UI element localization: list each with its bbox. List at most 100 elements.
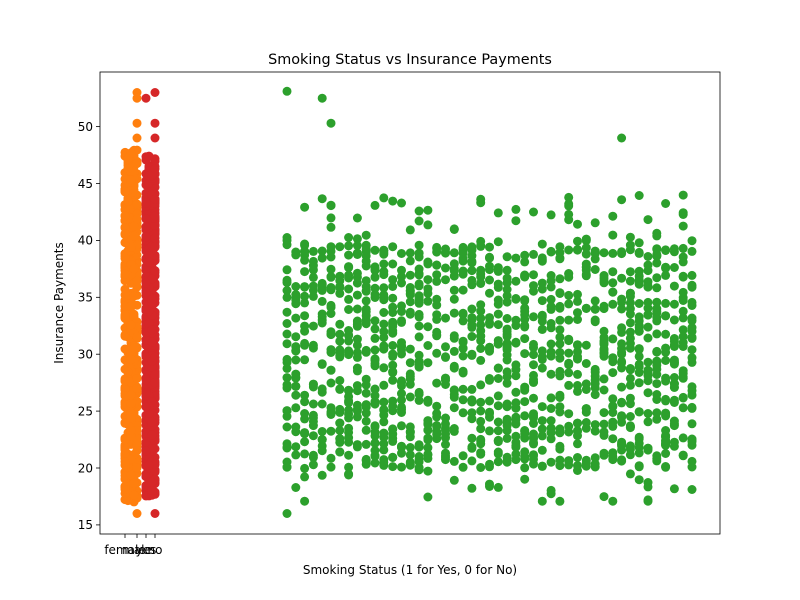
point-green <box>467 384 477 394</box>
point-green <box>546 282 556 292</box>
x-tick-label: yes <box>136 543 157 557</box>
point-green <box>546 276 556 286</box>
point-green <box>608 357 618 367</box>
point-green <box>511 216 521 226</box>
point-green <box>617 417 627 427</box>
point-sex <box>132 332 142 342</box>
point-green <box>467 433 477 443</box>
point-green <box>414 281 424 291</box>
point-green <box>423 275 433 285</box>
point-green <box>449 259 459 269</box>
point-green <box>282 509 292 518</box>
point-green <box>449 331 459 341</box>
point-green <box>529 451 538 461</box>
point-green <box>458 337 468 347</box>
point-green <box>397 307 406 316</box>
point-green <box>634 299 644 308</box>
point-sex <box>132 446 142 456</box>
point-green <box>405 283 415 292</box>
point-green <box>308 421 318 431</box>
point-green <box>326 303 336 312</box>
point-green <box>546 369 556 379</box>
point-green <box>485 288 494 298</box>
point-smoker <box>147 295 157 305</box>
point-green <box>441 455 450 465</box>
point-green <box>423 296 433 306</box>
point-green <box>388 368 398 378</box>
point-green <box>282 339 292 349</box>
point-green <box>282 329 292 339</box>
point-green <box>661 298 671 308</box>
point-green <box>370 245 380 255</box>
point-smoker <box>150 88 160 97</box>
point-green <box>370 399 380 409</box>
point-green <box>291 427 301 437</box>
point-green <box>441 373 450 383</box>
point-green <box>441 263 450 273</box>
point-green <box>352 241 362 250</box>
point-green <box>476 434 486 444</box>
point-green <box>388 436 398 446</box>
point-green <box>625 421 635 431</box>
point-green <box>652 347 662 357</box>
point-green <box>529 429 538 439</box>
point-green <box>537 296 547 306</box>
point-green <box>370 384 380 394</box>
point-green <box>344 241 354 251</box>
point-green <box>652 395 662 404</box>
point-green <box>397 265 406 275</box>
point-green <box>370 451 380 461</box>
point-green <box>344 294 354 304</box>
point-green <box>300 355 310 365</box>
point-green <box>379 193 389 203</box>
point-green <box>643 281 653 291</box>
point-green <box>449 385 459 395</box>
point-green <box>537 253 547 263</box>
point-sex <box>129 221 139 231</box>
point-green <box>352 386 362 396</box>
point-green <box>476 448 486 458</box>
point-green <box>608 299 618 309</box>
point-green <box>300 397 310 407</box>
point-sex <box>120 211 130 221</box>
point-green <box>308 321 318 331</box>
point-green <box>458 366 468 376</box>
point-green <box>414 216 424 226</box>
point-green <box>388 341 398 350</box>
point-green <box>476 355 486 365</box>
point-green <box>414 264 424 274</box>
point-green <box>388 196 398 206</box>
point-sex <box>126 320 136 330</box>
point-green <box>573 461 582 471</box>
point-green <box>379 405 389 415</box>
point-green <box>661 356 671 365</box>
point-green <box>652 283 662 293</box>
point-green <box>414 312 424 322</box>
point-green <box>388 293 398 303</box>
point-green <box>678 372 688 382</box>
point-green <box>467 456 477 466</box>
point-green <box>529 370 538 380</box>
point-green <box>467 280 477 290</box>
point-green <box>625 365 635 375</box>
point-green <box>625 318 635 328</box>
point-green <box>502 265 512 275</box>
point-green <box>573 236 582 246</box>
point-smoker <box>141 446 151 456</box>
point-green <box>476 406 486 416</box>
point-green <box>643 478 653 487</box>
point-green <box>432 310 442 320</box>
point-green <box>555 424 565 434</box>
point-green <box>335 418 345 428</box>
point-green <box>643 357 653 367</box>
point-green <box>388 424 398 434</box>
point-green <box>317 399 327 409</box>
point-green <box>564 421 574 431</box>
point-green <box>599 492 609 502</box>
point-green <box>282 292 292 302</box>
point-green <box>555 353 565 363</box>
point-green <box>458 408 468 418</box>
point-green <box>326 348 336 357</box>
point-green <box>388 317 398 327</box>
point-green <box>581 455 591 465</box>
